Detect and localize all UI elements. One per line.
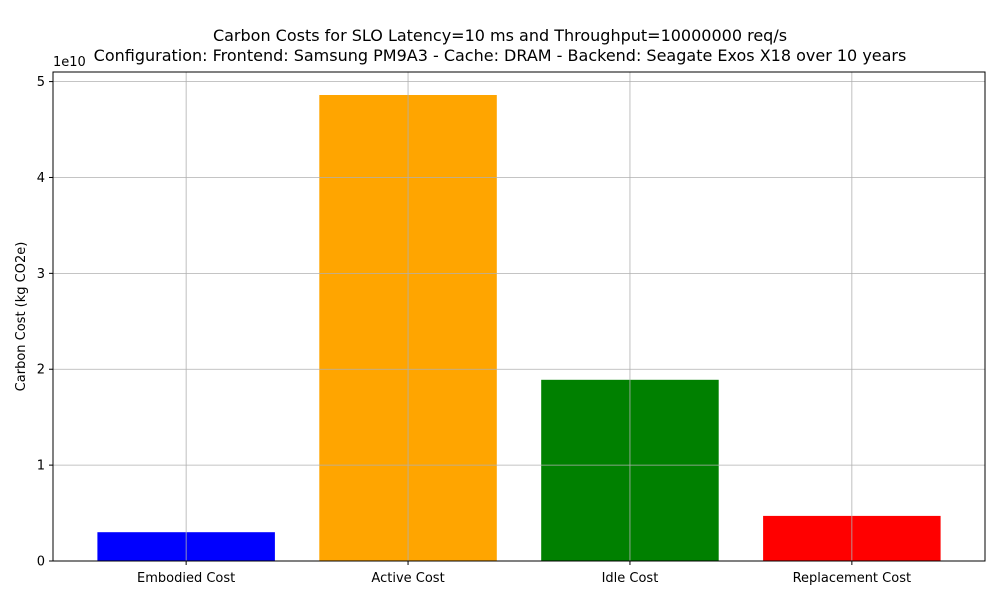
x-tick-label: Replacement Cost [793,571,911,586]
chart-subtitle: Configuration: Frontend: Samsung PM9A3 -… [93,46,907,65]
y-tick-label: 3 [37,267,45,282]
y-tick-label: 5 [37,75,45,90]
x-tick-label: Idle Cost [602,571,659,586]
y-axis-multiplier: 1e10 [53,55,86,70]
x-tick-label: Embodied Cost [137,571,235,586]
x-tick-label: Active Cost [371,571,444,586]
chart-title: Carbon Costs for SLO Latency=10 ms and T… [212,26,788,45]
y-tick-label: 2 [37,363,45,378]
y-tick-label: 4 [37,171,45,186]
y-tick-label: 0 [37,555,45,570]
y-axis-label: Carbon Cost (kg CO2e) [14,242,29,392]
y-tick-label: 1 [37,459,45,474]
plot-frame [52,71,986,562]
